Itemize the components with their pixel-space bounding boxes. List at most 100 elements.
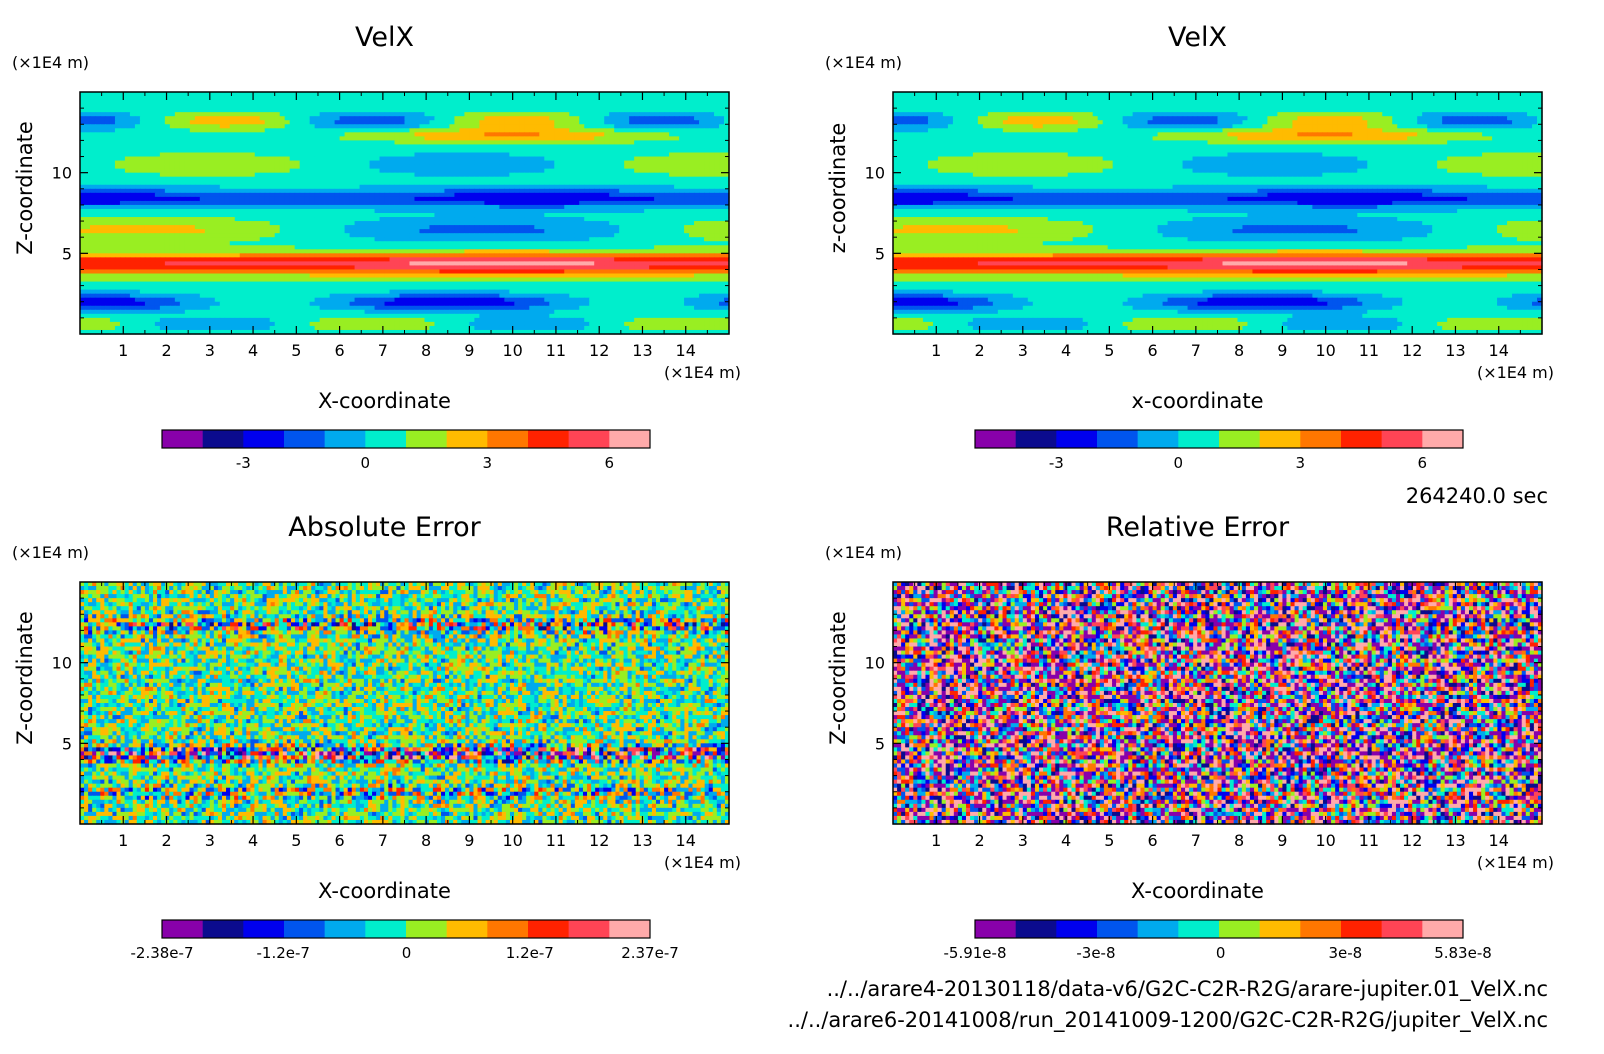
heatmap-cell (94, 221, 101, 226)
heatmap-cell (384, 180, 391, 186)
heatmap-cell (539, 241, 545, 246)
heatmap-cell (259, 136, 266, 141)
heatmap-cell (414, 100, 421, 105)
heatmap-cell (264, 245, 271, 250)
heatmap-cell (624, 140, 630, 146)
heatmap-cell (614, 92, 620, 97)
heatmap-cell (284, 192, 291, 198)
heatmap-cell (709, 184, 715, 190)
heatmap-cell (674, 116, 680, 121)
heatmap-cell (319, 180, 326, 186)
heatmap-cell (504, 108, 510, 113)
heatmap-cell (324, 188, 331, 194)
heatmap-cell (594, 196, 600, 202)
heatmap-cell (474, 233, 480, 238)
heatmap-cell (489, 192, 495, 198)
heatmap-cell (439, 213, 446, 218)
heatmap-cell (119, 213, 126, 218)
heatmap-cell (469, 92, 475, 97)
heatmap-cell (234, 237, 241, 242)
heatmap-cell (459, 204, 466, 210)
heatmap-cell (434, 116, 441, 121)
heatmap-cell (139, 225, 146, 230)
heatmap-cell (619, 132, 625, 137)
heatmap-cell (404, 184, 411, 190)
heatmap-cell (229, 136, 236, 141)
heatmap-cell (259, 188, 266, 194)
heatmap-cell (479, 96, 485, 101)
heatmap-cell (389, 136, 396, 141)
heatmap-cell (449, 233, 456, 238)
heatmap-cell (389, 217, 396, 222)
heatmap-cell (574, 225, 580, 230)
heatmap-cell (514, 204, 520, 210)
heatmap-cell (264, 148, 271, 154)
heatmap-cell (384, 237, 391, 242)
heatmap-cell (439, 112, 446, 117)
heatmap-cell (664, 192, 670, 198)
heatmap-cell (509, 237, 515, 242)
heatmap-cell (654, 164, 660, 170)
heatmap-cell (289, 196, 296, 202)
heatmap-cell (369, 196, 376, 202)
heatmap-cell (724, 152, 730, 158)
heatmap-cell (234, 217, 241, 222)
heatmap-cell (624, 180, 630, 186)
heatmap-cell (449, 96, 456, 101)
heatmap-cell (139, 120, 146, 125)
heatmap-cell (319, 196, 326, 202)
heatmap-cell (409, 229, 416, 234)
heatmap-cell (274, 204, 281, 210)
heatmap-cell (649, 213, 655, 218)
heatmap-cell (679, 241, 685, 246)
heatmap-cell (374, 221, 381, 226)
heatmap-cell (419, 100, 426, 105)
heatmap-cell (499, 208, 505, 214)
heatmap-cell (174, 156, 181, 162)
heatmap-cell (614, 192, 620, 198)
heatmap-cell (589, 112, 595, 117)
heatmap-cell (719, 92, 725, 97)
heatmap-cell (184, 100, 191, 105)
heatmap-cell (569, 192, 575, 198)
heatmap-cell (524, 100, 530, 105)
heatmap-cell (449, 192, 456, 198)
heatmap-cell (204, 124, 211, 129)
heatmap-cell (374, 168, 381, 174)
heatmap-cell (659, 156, 665, 162)
heatmap-cell (689, 172, 695, 178)
heatmap-cell (394, 116, 401, 121)
heatmap-cell (129, 136, 136, 141)
heatmap-cell (484, 208, 490, 214)
heatmap-cell (394, 112, 401, 117)
heatmap-cell (129, 184, 136, 190)
heatmap-cell (574, 208, 580, 214)
heatmap-cell (714, 237, 720, 242)
heatmap-cell (599, 217, 605, 222)
heatmap-cell (334, 217, 341, 222)
heatmap-cell (414, 160, 421, 166)
heatmap-cell (104, 180, 111, 186)
heatmap-cell (639, 104, 645, 109)
heatmap-cell (164, 241, 171, 246)
heatmap-cell (529, 200, 535, 206)
heatmap-cell (149, 108, 156, 113)
heatmap-cell (344, 148, 351, 154)
heatmap-cell (139, 152, 146, 158)
heatmap-cell (424, 156, 431, 162)
heatmap-cell (114, 144, 121, 150)
heatmap-cell (689, 164, 695, 170)
heatmap-cell (419, 221, 426, 226)
heatmap-cell (314, 160, 321, 166)
heatmap-cell (304, 180, 311, 186)
heatmap-cell (604, 116, 610, 121)
heatmap-cell (289, 241, 296, 246)
heatmap-cell (164, 96, 171, 101)
heatmap-cell (549, 144, 555, 150)
heatmap-cell (564, 160, 570, 166)
heatmap-cell (369, 108, 376, 113)
heatmap-cell (274, 200, 281, 206)
heatmap-cell (694, 112, 700, 117)
heatmap-cell (204, 136, 211, 141)
heatmap-cell (449, 140, 456, 146)
